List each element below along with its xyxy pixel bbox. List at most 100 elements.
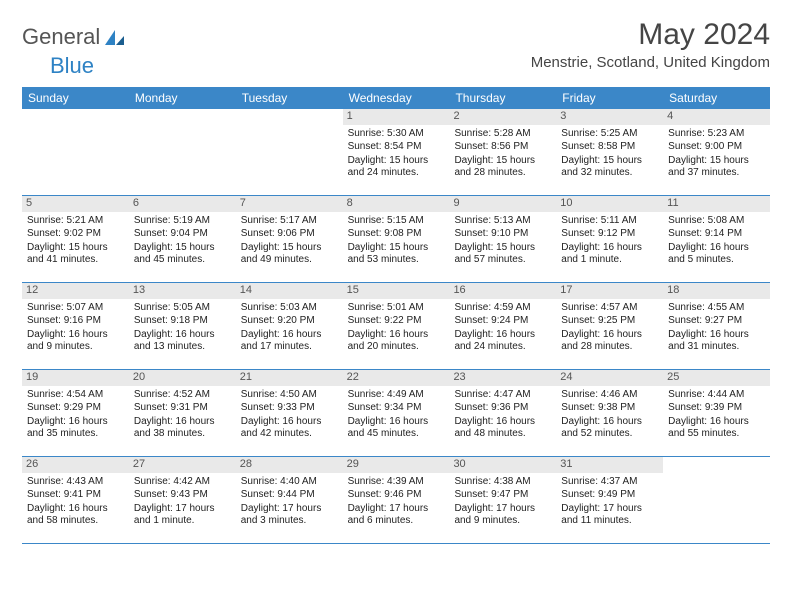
daylight-text: Daylight: 16 hours and 17 minutes. [241,329,338,354]
weekday-header: Friday [556,87,663,109]
sunset-text: Sunset: 9:38 PM [561,402,658,415]
daylight-text: Daylight: 16 hours and 9 minutes. [27,329,124,354]
daylight-text: Daylight: 15 hours and 28 minutes. [454,155,551,180]
day-number: 7 [236,196,343,212]
day-cell: 25Sunrise: 4:44 AMSunset: 9:39 PMDayligh… [663,370,770,456]
week-row: 12Sunrise: 5:07 AMSunset: 9:16 PMDayligh… [22,283,770,370]
sunrise-text: Sunrise: 4:49 AM [348,389,445,402]
day-cell: 18Sunrise: 4:55 AMSunset: 9:27 PMDayligh… [663,283,770,369]
daylight-text: Daylight: 16 hours and 28 minutes. [561,329,658,354]
day-number: 27 [129,457,236,473]
day-cell: 2Sunrise: 5:28 AMSunset: 8:56 PMDaylight… [449,109,556,195]
day-cell: 9Sunrise: 5:13 AMSunset: 9:10 PMDaylight… [449,196,556,282]
day-number: 30 [449,457,556,473]
day-number: 11 [663,196,770,212]
day-number: 20 [129,370,236,386]
day-cell: 5Sunrise: 5:21 AMSunset: 9:02 PMDaylight… [22,196,129,282]
daylight-text: Daylight: 16 hours and 38 minutes. [134,416,231,441]
sunset-text: Sunset: 9:16 PM [27,315,124,328]
empty-day-cell [236,109,343,195]
sunset-text: Sunset: 9:12 PM [561,228,658,241]
daylight-text: Daylight: 17 hours and 6 minutes. [348,503,445,528]
day-number: 19 [22,370,129,386]
daylight-text: Daylight: 16 hours and 48 minutes. [454,416,551,441]
day-cell: 20Sunrise: 4:52 AMSunset: 9:31 PMDayligh… [129,370,236,456]
sunset-text: Sunset: 9:29 PM [27,402,124,415]
weekday-header: Monday [129,87,236,109]
brand-logo: General [22,18,126,50]
empty-day-cell [129,109,236,195]
week-row: 1Sunrise: 5:30 AMSunset: 8:54 PMDaylight… [22,109,770,196]
sunrise-text: Sunrise: 4:59 AM [454,302,551,315]
sunset-text: Sunset: 9:08 PM [348,228,445,241]
day-cell: 28Sunrise: 4:40 AMSunset: 9:44 PMDayligh… [236,457,343,543]
sunset-text: Sunset: 9:33 PM [241,402,338,415]
week-row: 5Sunrise: 5:21 AMSunset: 9:02 PMDaylight… [22,196,770,283]
daylight-text: Daylight: 16 hours and 42 minutes. [241,416,338,441]
daylight-text: Daylight: 16 hours and 52 minutes. [561,416,658,441]
day-cell: 24Sunrise: 4:46 AMSunset: 9:38 PMDayligh… [556,370,663,456]
day-cell: 3Sunrise: 5:25 AMSunset: 8:58 PMDaylight… [556,109,663,195]
location-text: Menstrie, Scotland, United Kingdom [531,54,770,71]
daylight-text: Daylight: 15 hours and 32 minutes. [561,155,658,180]
sunrise-text: Sunrise: 4:40 AM [241,476,338,489]
sunrise-text: Sunrise: 5:15 AM [348,215,445,228]
day-cell: 15Sunrise: 5:01 AMSunset: 9:22 PMDayligh… [343,283,450,369]
sunrise-text: Sunrise: 4:43 AM [27,476,124,489]
sunset-text: Sunset: 9:06 PM [241,228,338,241]
daylight-text: Daylight: 16 hours and 45 minutes. [348,416,445,441]
daylight-text: Daylight: 15 hours and 37 minutes. [668,155,765,180]
sunset-text: Sunset: 9:20 PM [241,315,338,328]
day-number: 24 [556,370,663,386]
sunrise-text: Sunrise: 5:01 AM [348,302,445,315]
day-cell: 6Sunrise: 5:19 AMSunset: 9:04 PMDaylight… [129,196,236,282]
weekday-header: Wednesday [343,87,450,109]
brand-word-2: Blue [50,53,94,78]
day-cell: 8Sunrise: 5:15 AMSunset: 9:08 PMDaylight… [343,196,450,282]
day-number: 2 [449,109,556,125]
day-cell: 17Sunrise: 4:57 AMSunset: 9:25 PMDayligh… [556,283,663,369]
weekday-header-row: SundayMondayTuesdayWednesdayThursdayFrid… [22,87,770,109]
day-cell: 27 Sunrise: 4:42 AMSunset: 9:43 PMDayligh… [129,457,236,543]
empty-day-cell [22,109,129,195]
sunrise-text: Sunrise: 4:42 AM [134,476,231,489]
day-cell: 12Sunrise: 5:07 AMSunset: 9:16 PMDayligh… [22,283,129,369]
sunrise-text: Sunrise: 4:44 AM [668,389,765,402]
day-cell: 23Sunrise: 4:47 AMSunset: 9:36 PMDayligh… [449,370,556,456]
sunrise-text: Sunrise: 4:54 AM [27,389,124,402]
empty-day-cell [663,457,770,543]
month-title: May 2024 [531,18,770,52]
day-number: 13 [129,283,236,299]
sunset-text: Sunset: 8:58 PM [561,141,658,154]
sunset-text: Sunset: 9:24 PM [454,315,551,328]
day-number: 23 [449,370,556,386]
sunset-text: Sunset: 9:00 PM [668,141,765,154]
day-number: 15 [343,283,450,299]
sunrise-text: Sunrise: 5:25 AM [561,128,658,141]
daylight-text: Daylight: 15 hours and 49 minutes. [241,242,338,267]
daylight-text: Daylight: 17 hours and 3 minutes. [241,503,338,528]
day-cell: 11Sunrise: 5:08 AMSunset: 9:14 PMDayligh… [663,196,770,282]
day-number: 1 [343,109,450,125]
day-cell: 16Sunrise: 4:59 AMSunset: 9:24 PMDayligh… [449,283,556,369]
day-cell: 29Sunrise: 4:39 AMSunset: 9:46 PMDayligh… [343,457,450,543]
sunrise-text: Sunrise: 5:11 AM [561,215,658,228]
day-number: 14 [236,283,343,299]
daylight-text: Daylight: 16 hours and 1 minute. [561,242,658,267]
calendar-grid: SundayMondayTuesdayWednesdayThursdayFrid… [22,87,770,544]
day-number: 16 [449,283,556,299]
sail-icon [104,28,126,46]
sunrise-text: Sunrise: 5:30 AM [348,128,445,141]
sunrise-text: Sunrise: 5:07 AM [27,302,124,315]
daylight-text: Daylight: 17 hours and 1 minute. [134,503,231,528]
sunrise-text: Sunrise: 5:23 AM [668,128,765,141]
sunset-text: Sunset: 9:27 PM [668,315,765,328]
brand-word-1: General [22,24,100,50]
day-cell: 10Sunrise: 5:11 AMSunset: 9:12 PMDayligh… [556,196,663,282]
sunrise-text: Sunrise: 5:28 AM [454,128,551,141]
day-cell: 26Sunrise: 4:43 AMSunset: 9:41 PMDayligh… [22,457,129,543]
week-row: 19 Sunrise: 4:54 AMSunset: 9:29 PM Dayligh… [22,370,770,457]
sunset-text: Sunset: 9:43 PM [134,489,231,502]
sunset-text: Sunset: 9:44 PM [241,489,338,502]
sunrise-text: Sunrise: 4:55 AM [668,302,765,315]
